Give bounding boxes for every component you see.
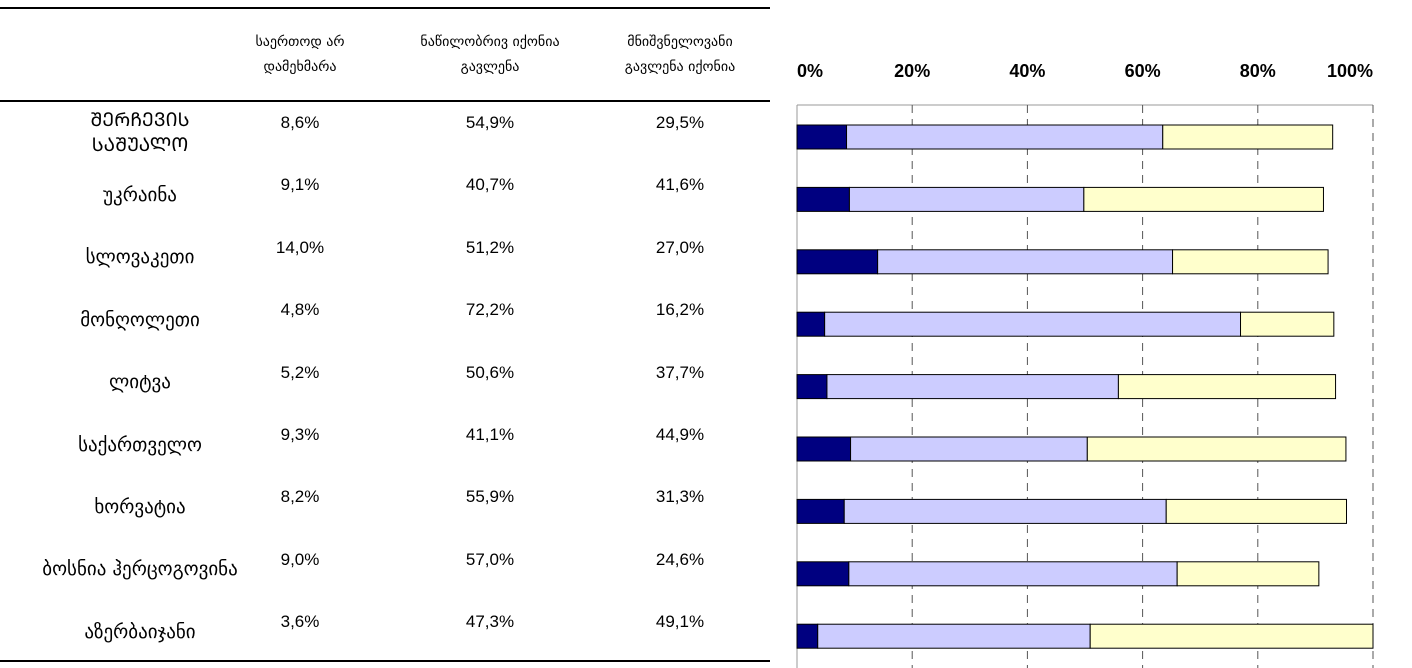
bar-segment [796,311,826,337]
value-cell: 8,2% [280,487,320,507]
bar-segment [824,311,1242,337]
value-cell: 14,0% [275,237,325,257]
bar-segment [848,186,1085,212]
bar-segment [796,498,845,524]
x-tick-label: 40% [1009,61,1045,81]
column-header: ნაწილობრივ იქონია გავლენა [420,34,560,75]
bar-segment [1086,436,1347,462]
bar-segment [850,436,1088,462]
value-cell: 47,3% [465,612,515,632]
bar-segment [796,249,879,275]
row-label: ხორვატია [94,495,186,518]
row-label: უკრაინა [103,183,177,206]
bar-segment [1117,374,1337,400]
bar-segment [1089,623,1374,649]
bar-segment [1240,311,1335,337]
value-cell: 29,5% [655,113,705,132]
value-cell: 31,3% [655,487,705,507]
bar-segment [796,623,819,649]
value-cell: 44,9% [655,425,705,444]
column-header: საერთოდ არ დამეხმარა [255,34,345,75]
bar-segment [796,561,850,587]
row-label: მონღოლეთი [80,308,200,331]
value-cell: 41,1% [465,425,515,444]
x-tick-label: 20% [894,61,930,81]
row-label: ᲨᲔᲠᲩᲔᲕᲘᲡ ᲡᲐᲨᲣᲐᲚᲝ [90,109,190,156]
value-cell: 57,0% [465,549,515,569]
x-tick-label: 60% [1125,61,1161,81]
bar-segment [848,561,1178,587]
value-cell: 8,6% [280,113,320,132]
bar-segment [1165,498,1348,524]
value-cell: 54,9% [465,113,515,132]
value-cell: 40,7% [465,175,515,195]
value-cell: 37,7% [655,362,705,382]
value-cell: 4,8% [280,300,320,320]
value-cell: 51,2% [465,237,515,257]
bar-segment [796,124,848,150]
value-cell: 50,6% [465,362,515,382]
value-cell: 27,0% [655,237,705,257]
value-cell: 9,0% [280,549,320,569]
bar-segment [826,374,1119,400]
x-tick-label: 0% [797,61,823,81]
x-tick-label: 100% [1327,61,1373,81]
value-cell: 41,6% [655,175,705,195]
bar-segment [1176,561,1320,587]
bar-segment [796,436,852,462]
bar-segment [817,623,1091,649]
value-cell: 16,2% [655,300,705,320]
column-header: მნიშვნელოვანი გავლენა იქონია [624,34,736,75]
bar-segment [843,498,1167,524]
value-cell: 49,1% [655,612,705,632]
value-cell: 55,9% [465,487,515,507]
value-cell: 3,6% [280,612,320,632]
bar-segment [796,374,828,400]
row-label: სლოვაკეთი [85,246,195,269]
row-label: საქართველო [78,433,202,456]
value-cell: 9,3% [280,425,320,444]
value-cell: 24,6% [655,549,705,569]
bar-segment [846,124,1164,150]
bar-segment [1083,186,1324,212]
bar-segment [1172,249,1329,275]
row-label: ლიტვა [109,371,171,394]
value-cell: 72,2% [465,300,515,320]
bar-segment [877,249,1174,275]
row-label: აზერბაიჯანი [84,620,196,643]
row-label: ბოსნია ჰერცოგოვინა [42,558,238,581]
value-cell: 9,1% [280,175,320,195]
bar-segment [1162,124,1334,150]
value-cell: 5,2% [280,362,320,382]
bar-segment [796,186,850,212]
x-tick-label: 80% [1240,61,1276,81]
